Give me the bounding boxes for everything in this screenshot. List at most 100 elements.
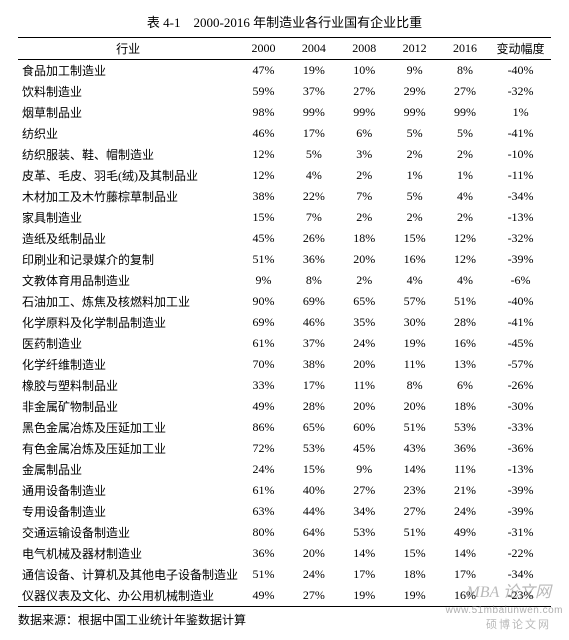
cell-change: -13% (490, 459, 551, 480)
cell-value: 15% (238, 207, 288, 228)
cell-value: 60% (339, 417, 389, 438)
cell-value: 98% (238, 102, 288, 123)
cell-value: 51% (389, 417, 439, 438)
cell-value: 44% (289, 501, 339, 522)
cell-value: 51% (440, 291, 490, 312)
cell-value: 11% (389, 354, 439, 375)
cell-industry: 通用设备制造业 (18, 480, 238, 501)
cell-change: -31% (490, 522, 551, 543)
cell-value: 28% (289, 396, 339, 417)
table-row: 化学原料及化学制品制造业69%46%35%30%28%-41% (18, 312, 551, 333)
cell-value: 17% (289, 375, 339, 396)
cell-value: 12% (440, 249, 490, 270)
cell-industry: 印刷业和记录媒介的复制 (18, 249, 238, 270)
cell-value: 53% (440, 417, 490, 438)
cell-industry: 化学原料及化学制品制造业 (18, 312, 238, 333)
cell-industry: 非金属矿物制品业 (18, 396, 238, 417)
cell-value: 17% (289, 123, 339, 144)
cell-value: 23% (389, 480, 439, 501)
cell-value: 19% (289, 60, 339, 82)
cell-value: 2% (389, 207, 439, 228)
cell-value: 49% (238, 585, 288, 607)
table-title: 表 4-1 2000-2016 年制造业各行业国有企业比重 (18, 12, 551, 31)
cell-value: 72% (238, 438, 288, 459)
table-row: 电气机械及器材制造业36%20%14%15%14%-22% (18, 543, 551, 564)
col-2016: 2016 (440, 38, 490, 60)
cell-value: 46% (238, 123, 288, 144)
table-row: 饮料制造业59%37%27%29%27%-32% (18, 81, 551, 102)
cell-value: 1% (440, 165, 490, 186)
cell-change: -13% (490, 207, 551, 228)
cell-value: 7% (339, 186, 389, 207)
cell-value: 3% (339, 144, 389, 165)
cell-change: -11% (490, 165, 551, 186)
cell-value: 38% (289, 354, 339, 375)
cell-value: 5% (289, 144, 339, 165)
cell-value: 36% (238, 543, 288, 564)
table-row: 文教体育用品制造业9%8%2%4%4%-6% (18, 270, 551, 291)
cell-value: 38% (238, 186, 288, 207)
cell-industry: 仪器仪表及文化、办公用机械制造业 (18, 585, 238, 607)
cell-industry: 造纸及纸制品业 (18, 228, 238, 249)
cell-value: 20% (339, 396, 389, 417)
cell-value: 36% (289, 249, 339, 270)
cell-value: 20% (339, 354, 389, 375)
cell-value: 24% (339, 333, 389, 354)
cell-value: 64% (289, 522, 339, 543)
cell-value: 99% (289, 102, 339, 123)
cell-value: 90% (238, 291, 288, 312)
cell-value: 16% (389, 249, 439, 270)
cell-industry: 家具制造业 (18, 207, 238, 228)
cell-value: 24% (440, 501, 490, 522)
cell-value: 19% (389, 585, 439, 607)
cell-value: 4% (389, 270, 439, 291)
col-2000: 2000 (238, 38, 288, 60)
cell-value: 14% (440, 543, 490, 564)
cell-industry: 橡胶与塑料制品业 (18, 375, 238, 396)
table-row: 化学纤维制造业70%38%20%11%13%-57% (18, 354, 551, 375)
table-row: 有色金属冶炼及压延加工业72%53%45%43%36%-36% (18, 438, 551, 459)
table-row: 医药制造业61%37%24%19%16%-45% (18, 333, 551, 354)
table-row: 橡胶与塑料制品业33%17%11%8%6%-26% (18, 375, 551, 396)
cell-value: 9% (238, 270, 288, 291)
cell-industry: 纺织业 (18, 123, 238, 144)
col-2008: 2008 (339, 38, 389, 60)
cell-change: -22% (490, 543, 551, 564)
cell-change: -39% (490, 501, 551, 522)
cell-value: 13% (440, 354, 490, 375)
cell-value: 9% (389, 60, 439, 82)
watermark-site: www.51mbalunwen.com (446, 605, 563, 616)
cell-value: 65% (289, 417, 339, 438)
col-industry: 行业 (18, 38, 238, 60)
cell-value: 99% (440, 102, 490, 123)
cell-value: 65% (339, 291, 389, 312)
table-row: 黑色金属冶炼及压延加工业86%65%60%51%53%-33% (18, 417, 551, 438)
cell-change: -39% (490, 249, 551, 270)
watermark-cn: 硕博论文网 (486, 616, 551, 632)
cell-value: 18% (440, 396, 490, 417)
cell-change: -32% (490, 228, 551, 249)
cell-value: 99% (389, 102, 439, 123)
cell-value: 59% (238, 81, 288, 102)
cell-industry: 金属制品业 (18, 459, 238, 480)
table-row: 非金属矿物制品业49%28%20%20%18%-30% (18, 396, 551, 417)
table-row: 烟草制品业98%99%99%99%99%1% (18, 102, 551, 123)
cell-value: 53% (289, 438, 339, 459)
cell-value: 61% (238, 333, 288, 354)
cell-change: -34% (490, 186, 551, 207)
cell-value: 15% (389, 228, 439, 249)
cell-change: -40% (490, 291, 551, 312)
cell-industry: 化学纤维制造业 (18, 354, 238, 375)
cell-industry: 通信设备、计算机及其他电子设备制造业 (18, 564, 238, 585)
cell-value: 9% (339, 459, 389, 480)
cell-value: 10% (339, 60, 389, 82)
cell-value: 69% (238, 312, 288, 333)
cell-change: -33% (490, 417, 551, 438)
cell-value: 2% (339, 207, 389, 228)
table-row: 造纸及纸制品业45%26%18%15%12%-32% (18, 228, 551, 249)
cell-change: -41% (490, 123, 551, 144)
cell-value: 22% (289, 186, 339, 207)
cell-value: 30% (389, 312, 439, 333)
col-2004: 2004 (289, 38, 339, 60)
cell-value: 2% (389, 144, 439, 165)
